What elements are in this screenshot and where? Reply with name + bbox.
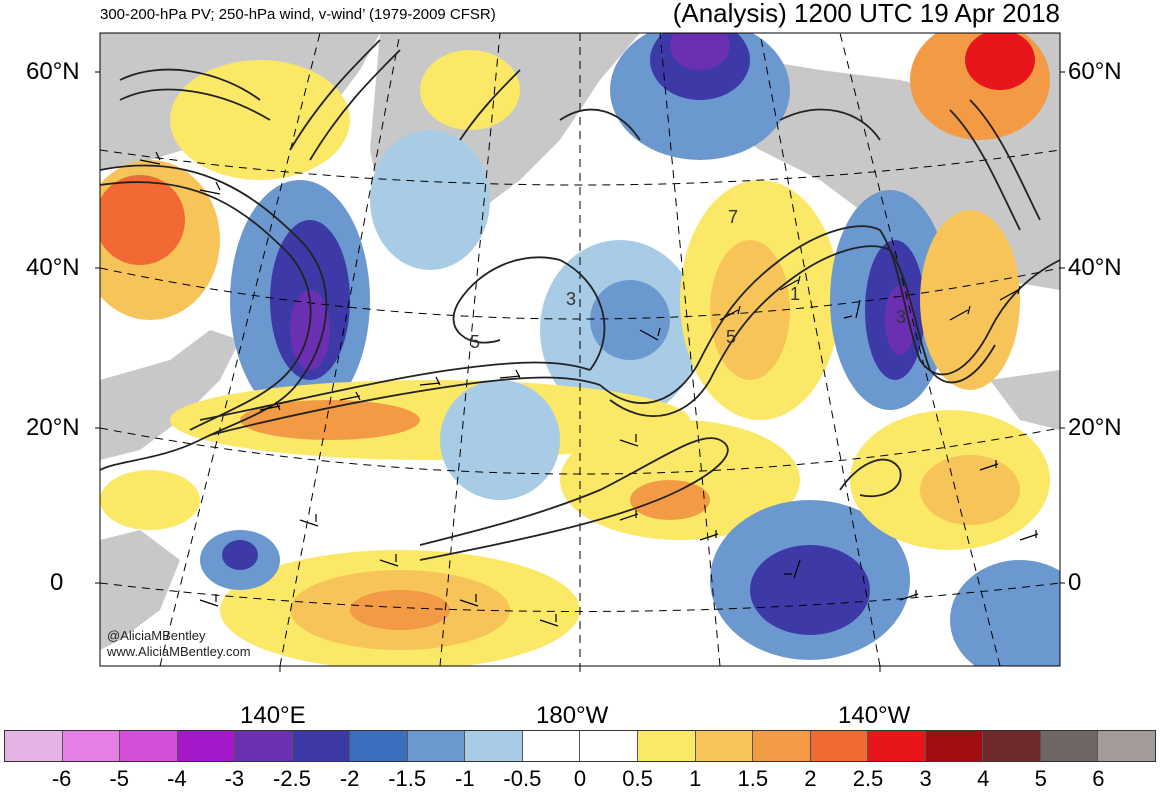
- colorbar-tick-label: 4: [977, 766, 990, 791]
- colorbar-swatch: [810, 731, 869, 761]
- lat-label-0-left: 0: [50, 569, 64, 596]
- lat-label-60n-left: 60°N: [26, 58, 80, 85]
- colorbar-tick-label: 1.5: [737, 766, 769, 791]
- colorbar-tick-label: -0.5: [503, 766, 542, 791]
- colorbar-swatch: [1040, 731, 1099, 761]
- colorbar-swatch: [5, 731, 63, 761]
- lat-label-20n-right: 20°N: [1068, 414, 1122, 441]
- colorbar-swatch: [350, 731, 408, 761]
- pv-contours: [100, 39, 1060, 561]
- contour-label: 5: [726, 327, 736, 347]
- colorbar-swatch: [580, 731, 639, 761]
- contour-label: 1: [790, 284, 800, 304]
- colorbar-tick-label: -5: [109, 766, 129, 791]
- colorbar-tick-label: 3: [919, 766, 932, 791]
- contour-label: 5: [470, 332, 480, 352]
- colorbar-tick-label: 2.5: [852, 766, 884, 791]
- credit-site: www.AliciaMBentley.com: [107, 644, 251, 659]
- colorbar-swatch: [1098, 731, 1155, 761]
- map-subtitle: 300-200-hPa PV; 250-hPa wind, v-wind’ (1…: [100, 6, 496, 23]
- colorbar-tick-label: -2.5: [273, 766, 311, 791]
- lat-label-20n-left: 20°N: [26, 414, 80, 441]
- colorbar-swatch: [925, 731, 984, 761]
- colorbar-swatch: [292, 731, 351, 761]
- colorbar-tick-label: -4: [167, 766, 187, 791]
- graticule: [100, 33, 1060, 666]
- colorbar-tick-label: -3: [224, 766, 245, 791]
- colorbar-tick-label: -2: [339, 766, 360, 791]
- lat-label-0-right: 0: [1068, 569, 1082, 596]
- lon-label-180w: 180°W: [536, 702, 609, 729]
- colorbar-tick-label: -1: [455, 766, 475, 791]
- colorbar-swatch: [120, 731, 178, 761]
- colorbar-swatch: [753, 731, 811, 761]
- colorbar-swatch: [235, 731, 293, 761]
- colorbar-tick-label: 6: [1092, 766, 1105, 791]
- lon-label-140w: 140°W: [838, 702, 911, 729]
- colorbar: [4, 730, 1156, 762]
- colorbar-swatch: [638, 731, 696, 761]
- colorbar-tick-label: -1.5: [388, 766, 427, 791]
- colorbar-tick-label: -6: [51, 766, 72, 791]
- colorbar-swatch: [868, 731, 926, 761]
- contour-label: 3: [566, 289, 576, 309]
- vwind-anomaly-shading: [100, 33, 1060, 666]
- lat-label-60n-right: 60°N: [1068, 58, 1122, 85]
- colorbar-swatch: [522, 731, 581, 761]
- colorbar-tick-label: 5: [1034, 766, 1047, 791]
- map-title: (Analysis) 1200 UTC 19 Apr 2018: [672, 0, 1060, 28]
- colorbar-swatch: [407, 731, 466, 761]
- colorbar-swatch: [62, 731, 121, 761]
- contour-label: 3: [896, 307, 906, 327]
- credit-text: @AliciaMBentley www.AliciaMBentley.com: [107, 628, 251, 660]
- colorbar-tick-label: 2: [804, 766, 817, 791]
- credit-handle: @AliciaMBentley: [107, 628, 206, 643]
- lat-label-40n-right: 40°N: [1068, 254, 1122, 281]
- wind-barbs: [139, 151, 1039, 627]
- colorbar-tick-label: 0.5: [622, 766, 653, 791]
- colorbar-tick-label: 0: [573, 766, 587, 791]
- colorbar-swatch: [177, 731, 236, 761]
- colorbar-swatch: [465, 731, 523, 761]
- colorbar-tick-label: 1: [689, 766, 702, 791]
- colorbar-swatch: [695, 731, 754, 761]
- axis-ticks: [95, 71, 1065, 672]
- colorbar-swatch: [983, 731, 1041, 761]
- contour-label: 7: [728, 207, 738, 227]
- lat-label-40n-left: 40°N: [26, 254, 80, 281]
- map-panel: 7 3 5 5 1 3: [95, 32, 1065, 672]
- lon-label-140e: 140°E: [240, 702, 306, 729]
